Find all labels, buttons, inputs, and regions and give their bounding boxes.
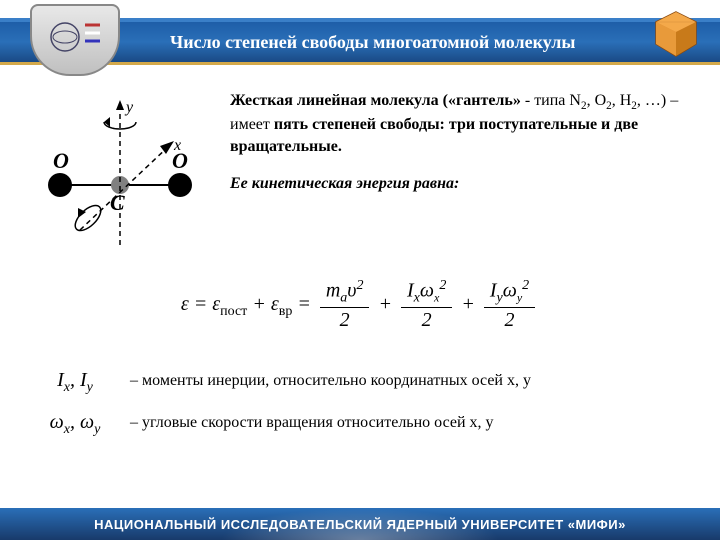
f-wy2: 2 bbox=[522, 278, 529, 293]
atom-right-label: O bbox=[172, 148, 188, 173]
legend-sym-2: ωx, ωy bbox=[30, 402, 120, 444]
l1b: I bbox=[80, 369, 87, 391]
f-v2: 2 bbox=[356, 278, 363, 293]
f-d1: 2 bbox=[320, 308, 370, 332]
paragraph-2: Ее кинетическая энергия равна: bbox=[230, 173, 690, 195]
p1-mid2: , O bbox=[587, 92, 607, 109]
f-eq1: = bbox=[189, 293, 213, 315]
l1a: I bbox=[57, 369, 64, 391]
f-eq2: = bbox=[292, 293, 316, 315]
l2sep: , bbox=[70, 411, 80, 433]
f-wx: ω bbox=[420, 280, 434, 302]
kinetic-energy-formula: ε = εпост + εвр = maυ2 2 + Ixωx2 2 + Iyω… bbox=[30, 278, 690, 332]
f-evr: ε bbox=[271, 293, 279, 315]
f-vr-sub: вр bbox=[279, 304, 293, 319]
header-title: Число степеней свободы многоатомной моле… bbox=[170, 32, 575, 53]
footer-bar: НАЦИОНАЛЬНЫЙ ИССЛЕДОВАТЕЛЬСКИЙ ЯДЕРНЫЙ У… bbox=[0, 508, 720, 540]
l2b: ω bbox=[80, 411, 94, 433]
legend-sym-1: Ix, Iy bbox=[30, 360, 120, 402]
l1sep: , bbox=[70, 369, 80, 391]
university-logo bbox=[30, 4, 120, 76]
legend: Ix, Iy – моменты инерции, относительно к… bbox=[30, 360, 690, 444]
p1-bold: пять степеней свободы: три поступательны… bbox=[230, 116, 638, 155]
f-plus1: + bbox=[247, 293, 271, 315]
p1-mid3: , H bbox=[612, 92, 632, 109]
f-wy: ω bbox=[503, 280, 517, 302]
f-plus2: + bbox=[378, 293, 397, 315]
p1-lead: Жесткая линейная молекула ( bbox=[230, 92, 448, 109]
center-label: C bbox=[110, 190, 125, 215]
corner-cube-icon bbox=[650, 8, 702, 60]
frac-1: maυ2 2 bbox=[320, 278, 370, 332]
f-m: m bbox=[326, 280, 340, 302]
f-d3: 2 bbox=[484, 308, 535, 332]
footer-text: НАЦИОНАЛЬНЫЙ ИССЛЕДОВАТЕЛЬСКИЙ ЯДЕРНЫЙ У… bbox=[94, 517, 626, 532]
p1-mid: - типа N bbox=[521, 92, 581, 109]
atom-left-label: O bbox=[53, 148, 69, 173]
l2bx: y bbox=[94, 422, 100, 437]
paragraph-1: Жесткая линейная молекула («гантель» - т… bbox=[230, 90, 690, 157]
legend-row-2: ωx, ωy – угловые скорости вращения относ… bbox=[30, 402, 690, 444]
content-area: y x O O C Жесткая линейная молекула («га… bbox=[30, 90, 690, 444]
f-post-sub: пост bbox=[220, 304, 247, 319]
l1bx: y bbox=[87, 380, 93, 395]
row-diagram-text: y x O O C Жесткая линейная молекула («га… bbox=[30, 90, 690, 260]
molecule-diagram: y x O O C bbox=[30, 90, 210, 260]
f-wx2: 2 bbox=[439, 278, 446, 293]
paragraphs: Жесткая линейная молекула («гантель» - т… bbox=[230, 90, 690, 195]
f-Ix: I bbox=[407, 280, 414, 302]
legend-text-1: – моменты инерции, относительно координа… bbox=[130, 365, 531, 397]
f-plus3: + bbox=[461, 293, 480, 315]
legend-row-1: Ix, Iy – моменты инерции, относительно к… bbox=[30, 360, 690, 402]
frac-2: Ixωx2 2 bbox=[401, 278, 452, 332]
f-epost: ε bbox=[212, 293, 220, 315]
l2a: ω bbox=[50, 411, 64, 433]
frac-3: Iyωy2 2 bbox=[484, 278, 535, 332]
f-eps: ε bbox=[181, 293, 189, 315]
y-axis-label: y bbox=[124, 99, 134, 116]
legend-text-2: – угловые скорости вращения относительно… bbox=[130, 407, 494, 439]
p1-quote: «гантель» bbox=[448, 92, 521, 109]
f-d2: 2 bbox=[401, 308, 452, 332]
